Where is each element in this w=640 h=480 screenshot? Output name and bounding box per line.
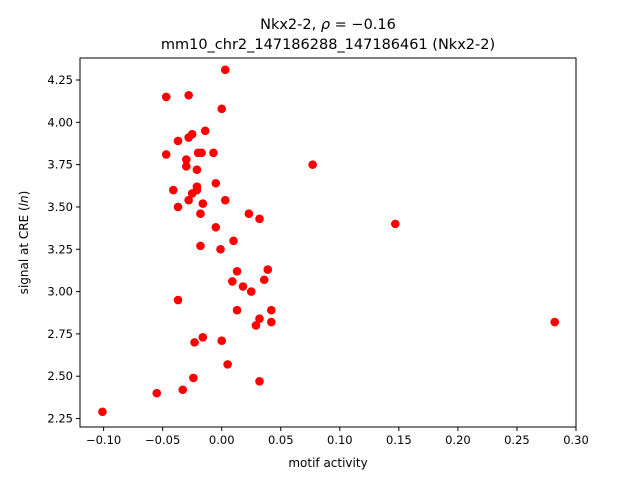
data-point	[217, 104, 227, 114]
data-point	[198, 199, 208, 208]
axis-ticks: −0.10 −0.05 0.00 0.05 0.10 0.15 0.20 0.25 0.30 2.…	[47, 73, 588, 447]
data-point	[267, 317, 276, 327]
data-point	[259, 275, 269, 285]
data-point	[238, 282, 248, 291]
data-point	[190, 338, 199, 347]
data-point	[216, 244, 225, 254]
x-tick-label: 0.30	[563, 433, 589, 447]
data-point	[251, 321, 261, 330]
data-point	[98, 407, 107, 417]
title-rho: ρ	[321, 17, 331, 33]
y-tick-label: 3.75	[47, 158, 73, 172]
y-tick-label: 2.25	[47, 412, 73, 426]
data-point	[192, 165, 202, 175]
y-tick-label: 3.50	[47, 200, 73, 214]
x-tick-label: −0.10	[86, 433, 121, 447]
data-point	[391, 219, 400, 229]
title-prefix: Nkx2-2,	[260, 17, 321, 33]
data-point	[211, 178, 221, 188]
chart-title-line1: Nkx2-2, ρ = −0.16	[260, 17, 396, 33]
data-point	[308, 160, 317, 169]
data-point	[178, 385, 188, 395]
data-point	[550, 317, 560, 327]
title-suffix: = −0.16	[330, 17, 396, 33]
data-point	[209, 148, 218, 158]
y-tick-label: 4.00	[47, 115, 73, 129]
data-point	[161, 150, 171, 159]
y-tick-label: 2.75	[47, 327, 73, 341]
y-tick-label: 4.25	[47, 73, 73, 87]
data-point	[184, 195, 193, 205]
y-axis-label-prefix: signal at CRE (	[17, 206, 31, 294]
x-tick-label: 0.25	[504, 433, 530, 447]
data-point	[255, 314, 264, 323]
plot-area-frame	[79, 57, 577, 428]
data-point	[244, 209, 254, 219]
data-point	[161, 92, 171, 102]
data-point	[168, 185, 178, 195]
y-tick-label: 2.50	[47, 369, 73, 383]
data-point	[184, 133, 193, 142]
data-point	[173, 202, 183, 212]
data-point	[255, 376, 264, 386]
data-point	[200, 126, 210, 136]
data-point	[197, 148, 206, 158]
data-point	[263, 265, 273, 274]
data-point	[211, 222, 221, 232]
data-point	[196, 209, 205, 219]
data-point	[220, 65, 230, 75]
y-axis-label-ln: ln	[17, 195, 31, 206]
data-point	[196, 241, 205, 251]
data-point	[173, 136, 183, 146]
y-axis-label: signal at CRE (ln)	[17, 191, 31, 295]
data-point	[229, 236, 238, 246]
x-tick-label: 0.15	[386, 433, 412, 447]
data-point	[220, 195, 230, 205]
data-point	[228, 277, 237, 286]
x-tick-label: 0.00	[209, 433, 235, 447]
data-point	[267, 305, 276, 315]
x-tick-label: 0.05	[268, 433, 294, 447]
data-point	[181, 155, 191, 164]
data-point	[184, 90, 193, 100]
y-tick-label: 3.25	[47, 242, 73, 256]
data-points	[98, 65, 560, 417]
y-axis-label-suffix: )	[17, 191, 31, 196]
data-point	[232, 266, 242, 276]
y-tick-label: 3.00	[47, 285, 73, 299]
x-tick-label: 0.10	[327, 433, 353, 447]
data-point	[181, 162, 191, 171]
data-point	[187, 189, 197, 198]
x-axis-label: motif activity	[288, 456, 367, 470]
data-point	[255, 214, 264, 224]
data-point	[152, 388, 162, 398]
data-point	[223, 360, 232, 369]
data-point	[232, 305, 242, 315]
data-point	[217, 336, 227, 345]
x-tick-label: 0.20	[445, 433, 471, 447]
data-point	[198, 332, 208, 342]
data-point	[246, 287, 256, 296]
chart-title-line2: mm10_chr2_147186288_147186461 (Nkx2-2)	[161, 37, 495, 53]
data-point	[189, 373, 198, 383]
x-tick-label: −0.05	[145, 433, 180, 447]
data-point	[173, 295, 183, 305]
